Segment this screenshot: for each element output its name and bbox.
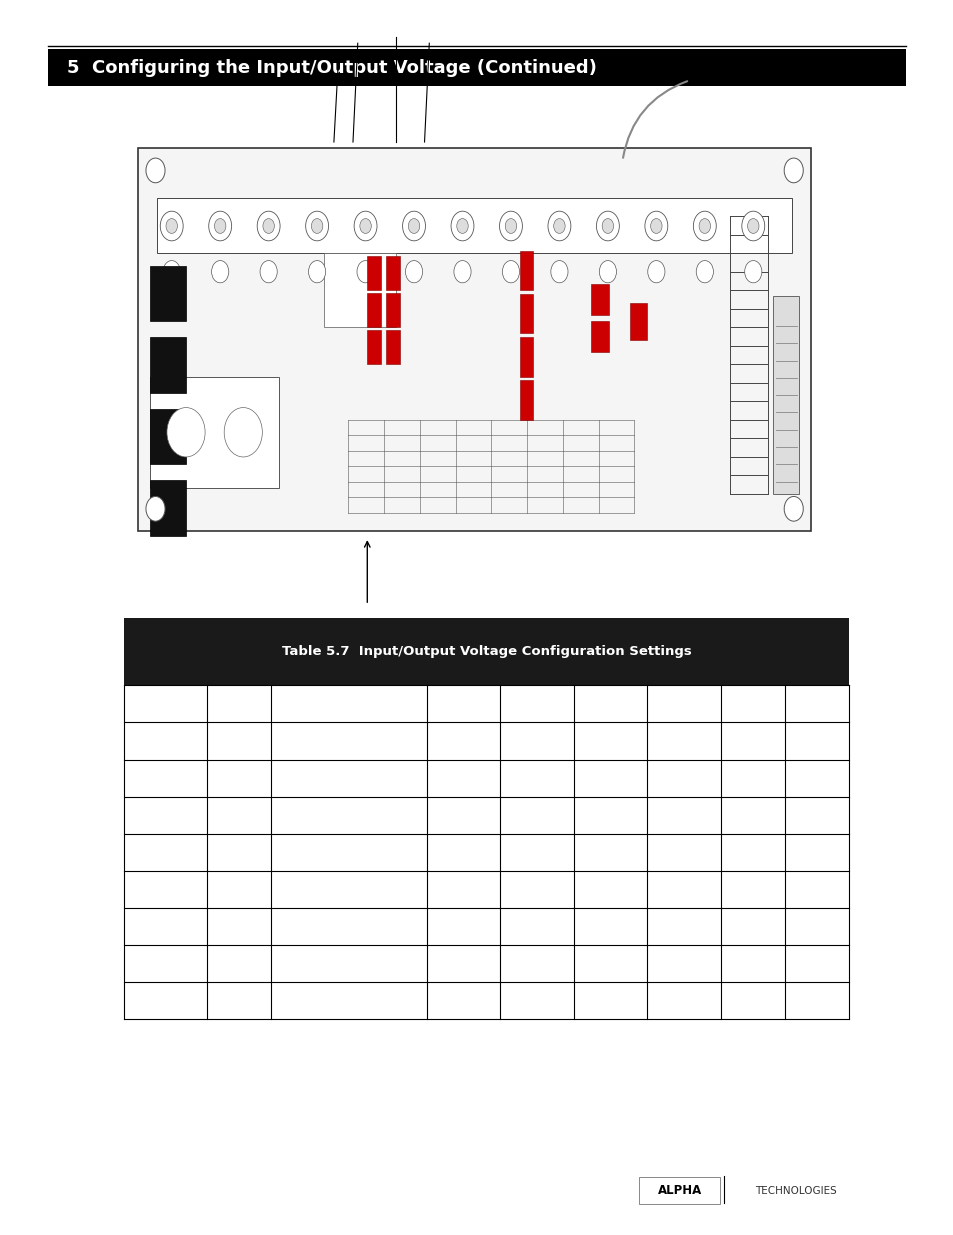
Bar	[639, 1177, 720, 1204]
Bar	[772, 296, 799, 494]
Circle shape	[305, 211, 328, 241]
Bar	[367, 293, 380, 327]
Circle shape	[741, 211, 764, 241]
Circle shape	[167, 408, 205, 457]
Circle shape	[356, 261, 374, 283]
Bar	[386, 256, 399, 290]
Bar	[386, 293, 399, 327]
Circle shape	[601, 219, 613, 233]
Circle shape	[257, 211, 280, 241]
Text: TECHNOLOGIES: TECHNOLOGIES	[754, 1186, 836, 1195]
Circle shape	[499, 211, 522, 241]
Bar	[591, 284, 608, 315]
Bar	[519, 251, 533, 290]
Bar	[150, 409, 186, 464]
Bar	[150, 480, 186, 536]
Circle shape	[354, 211, 376, 241]
Circle shape	[783, 158, 802, 183]
Circle shape	[647, 261, 664, 283]
Bar	[386, 330, 399, 364]
Bar	[591, 321, 608, 352]
Bar	[629, 303, 646, 340]
Bar	[138, 148, 810, 531]
Circle shape	[163, 261, 180, 283]
Circle shape	[744, 261, 761, 283]
Circle shape	[699, 219, 710, 233]
Text: Table 5.7  Input/Output Voltage Configuration Settings: Table 5.7 Input/Output Voltage Configura…	[281, 645, 691, 658]
Bar	[519, 337, 533, 377]
Circle shape	[644, 211, 667, 241]
Circle shape	[209, 211, 232, 241]
Circle shape	[553, 219, 564, 233]
Bar	[124, 618, 848, 685]
Bar	[519, 380, 533, 420]
Circle shape	[160, 211, 183, 241]
Circle shape	[146, 496, 165, 521]
Circle shape	[550, 261, 567, 283]
Circle shape	[596, 211, 618, 241]
Bar	[150, 266, 186, 321]
Circle shape	[146, 158, 165, 183]
Bar	[324, 253, 395, 327]
Circle shape	[402, 211, 425, 241]
Circle shape	[263, 219, 274, 233]
Circle shape	[308, 261, 325, 283]
Circle shape	[693, 211, 716, 241]
Circle shape	[451, 211, 474, 241]
Circle shape	[547, 211, 570, 241]
Bar	[519, 294, 533, 333]
Circle shape	[598, 261, 616, 283]
Text: 5  Configuring the Input/Output Voltage (Continued): 5 Configuring the Input/Output Voltage (…	[67, 59, 596, 77]
Bar	[157, 198, 791, 253]
Bar	[150, 377, 278, 488]
Circle shape	[502, 261, 519, 283]
Bar	[367, 330, 380, 364]
Circle shape	[311, 219, 322, 233]
Circle shape	[408, 219, 419, 233]
Circle shape	[405, 261, 422, 283]
Circle shape	[359, 219, 371, 233]
Text: ALPHA: ALPHA	[657, 1184, 701, 1197]
Circle shape	[212, 261, 229, 283]
Circle shape	[260, 261, 277, 283]
Circle shape	[505, 219, 517, 233]
Circle shape	[747, 219, 759, 233]
Bar	[367, 256, 380, 290]
Circle shape	[783, 496, 802, 521]
Circle shape	[166, 219, 177, 233]
Circle shape	[214, 219, 226, 233]
Bar	[150, 337, 186, 393]
Circle shape	[650, 219, 661, 233]
Circle shape	[696, 261, 713, 283]
Circle shape	[224, 408, 262, 457]
Bar	[48, 49, 905, 86]
Circle shape	[454, 261, 471, 283]
Circle shape	[456, 219, 468, 233]
